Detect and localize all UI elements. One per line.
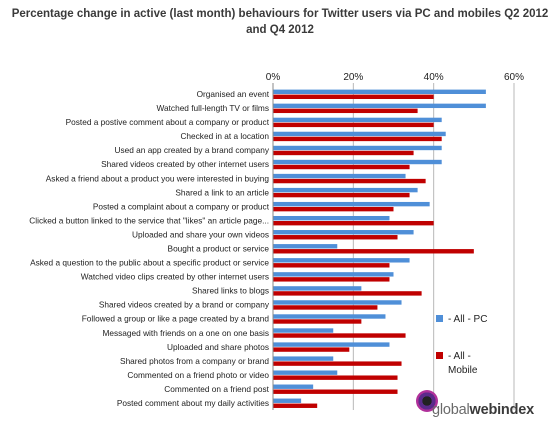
category-label: Shared videos created by a brand or comp… bbox=[99, 300, 270, 310]
bar-pc bbox=[273, 258, 410, 263]
bar-mobile bbox=[273, 305, 378, 310]
bar-mobile bbox=[273, 291, 422, 296]
category-label: Uploaded and share photos bbox=[167, 342, 269, 352]
bar-mobile bbox=[273, 277, 390, 282]
category-label: Asked a friend about a product you were … bbox=[46, 173, 270, 183]
bar-pc bbox=[273, 286, 362, 291]
bar-mobile bbox=[273, 206, 394, 212]
bar-mobile bbox=[273, 375, 398, 380]
category-label: Followed a group or like a page created … bbox=[82, 314, 270, 324]
category-label: Shared links to blogs bbox=[192, 286, 269, 296]
legend-swatch-pc bbox=[436, 315, 443, 322]
bar-pc bbox=[273, 272, 394, 277]
category-label: Shared videos created by other internet … bbox=[101, 159, 269, 169]
category-label: Posted comment about my daily activities bbox=[117, 398, 269, 408]
category-label: Clicked a button linked to the service t… bbox=[29, 215, 269, 225]
brand-prefix: global bbox=[432, 402, 470, 418]
category-label: Commented on a friend photo or video bbox=[127, 370, 269, 380]
category-label: Organised an event bbox=[197, 89, 270, 99]
bar-pc bbox=[273, 356, 334, 361]
bar-pc bbox=[273, 384, 314, 389]
category-label: Uploaded and share your own videos bbox=[132, 229, 269, 239]
legend-label-pc: - All - PC bbox=[448, 314, 487, 325]
bar-pc bbox=[273, 173, 406, 179]
bar-pc bbox=[273, 159, 442, 165]
bar-mobile bbox=[273, 220, 434, 226]
bar-pc bbox=[273, 244, 338, 249]
brand-suffix: webindex bbox=[469, 402, 535, 418]
category-label: Watched video clips created by other int… bbox=[81, 272, 269, 282]
category-label: Asked a question to the public about a s… bbox=[30, 258, 269, 268]
bar-pc bbox=[273, 314, 386, 319]
bar-pc bbox=[273, 201, 430, 207]
x-tick-label: 20% bbox=[343, 72, 363, 83]
category-label: Shared a link to an article bbox=[175, 187, 269, 197]
category-label: Shared photos from a company or brand bbox=[120, 356, 269, 366]
category-label: Posted a complaint about a company or pr… bbox=[93, 201, 270, 211]
bar-pc bbox=[273, 398, 302, 403]
bar-mobile bbox=[273, 136, 442, 142]
category-label: Used an app created by a brand company bbox=[114, 145, 269, 155]
bar-pc bbox=[273, 145, 442, 151]
bar-mobile bbox=[273, 319, 362, 324]
bar-pc bbox=[273, 370, 338, 375]
category-label: Messaged with friends on a one on one ba… bbox=[102, 328, 269, 338]
globalwebindex-logo-icon bbox=[416, 390, 438, 412]
bar-mobile bbox=[273, 94, 434, 99]
bar-mobile bbox=[273, 164, 410, 170]
bar-mobile bbox=[273, 347, 350, 352]
chart-title: Percentage change in active (last month)… bbox=[11, 8, 549, 36]
x-tick-label: 0% bbox=[266, 72, 281, 83]
legend-swatch-mobile bbox=[436, 352, 443, 359]
category-label: Checked in at a location bbox=[180, 131, 269, 141]
bar-mobile bbox=[273, 389, 398, 394]
bar-mobile bbox=[273, 361, 402, 366]
bar-pc bbox=[273, 187, 418, 193]
category-label: Commented on a friend post bbox=[164, 384, 269, 394]
bar-pc bbox=[273, 215, 390, 221]
bar-pc bbox=[273, 230, 414, 235]
legend-label-mobile: - All - bbox=[448, 351, 471, 362]
bar-mobile bbox=[273, 122, 434, 128]
bar-pc bbox=[273, 89, 486, 94]
bar-mobile bbox=[273, 108, 418, 114]
bar-mobile bbox=[273, 192, 410, 198]
bar-mobile bbox=[273, 150, 414, 156]
bar-pc bbox=[273, 117, 442, 123]
bar-mobile bbox=[273, 403, 318, 408]
bar-mobile bbox=[273, 178, 426, 184]
bar-pc bbox=[273, 300, 402, 305]
bar-pc bbox=[273, 342, 390, 347]
category-label: Posted a postive comment about a company… bbox=[66, 117, 270, 127]
category-label: Bought a product or service bbox=[168, 244, 270, 254]
bar-mobile bbox=[273, 333, 406, 338]
legend-label-mobile-line2: Mobile bbox=[448, 365, 478, 376]
brand-wordmark: globalwebindex bbox=[432, 402, 534, 418]
bar-pc bbox=[273, 131, 446, 137]
bar-pc bbox=[273, 103, 486, 109]
bar-pc bbox=[273, 328, 334, 333]
bar-mobile bbox=[273, 249, 474, 254]
x-tick-label: 60% bbox=[504, 72, 524, 83]
x-tick-label: 40% bbox=[424, 72, 444, 83]
category-label: Watched full-length TV or films bbox=[156, 103, 269, 113]
bar-mobile bbox=[273, 263, 390, 268]
bar-mobile bbox=[273, 235, 398, 240]
